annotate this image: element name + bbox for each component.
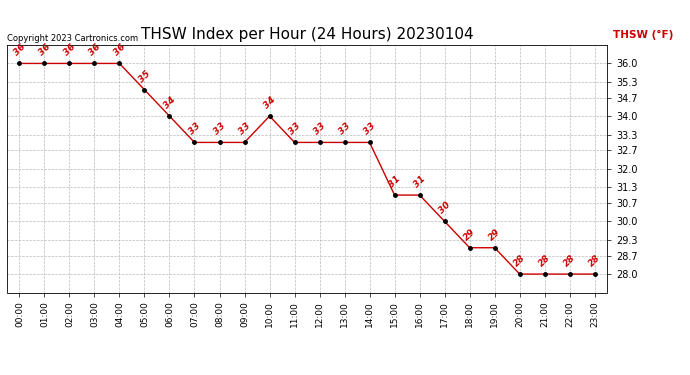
Text: 33: 33: [212, 122, 227, 137]
Text: 33: 33: [312, 122, 327, 137]
Text: 34: 34: [262, 95, 277, 111]
Text: 33: 33: [362, 122, 377, 137]
Text: 29: 29: [462, 227, 477, 242]
Text: 30: 30: [437, 201, 452, 216]
Text: 28: 28: [562, 253, 578, 268]
Text: 28: 28: [512, 253, 527, 268]
Text: 31: 31: [412, 174, 427, 189]
Text: 36: 36: [112, 43, 127, 58]
Text: 31: 31: [387, 174, 402, 189]
Text: 36: 36: [62, 43, 77, 58]
Text: 35: 35: [137, 69, 152, 84]
Text: 33: 33: [337, 122, 352, 137]
Text: 34: 34: [162, 95, 177, 111]
Title: THSW Index per Hour (24 Hours) 20230104: THSW Index per Hour (24 Hours) 20230104: [141, 27, 473, 42]
Text: Copyright 2023 Cartronics.com: Copyright 2023 Cartronics.com: [7, 33, 138, 42]
Text: THSW (°F): THSW (°F): [613, 30, 673, 40]
Text: 36: 36: [37, 43, 52, 58]
Text: 28: 28: [537, 253, 552, 268]
Text: 33: 33: [187, 122, 202, 137]
Text: 36: 36: [87, 43, 102, 58]
Text: 29: 29: [487, 227, 502, 242]
Text: 36: 36: [12, 43, 27, 58]
Text: 28: 28: [587, 253, 602, 268]
Text: 33: 33: [287, 122, 302, 137]
Text: 33: 33: [237, 122, 252, 137]
